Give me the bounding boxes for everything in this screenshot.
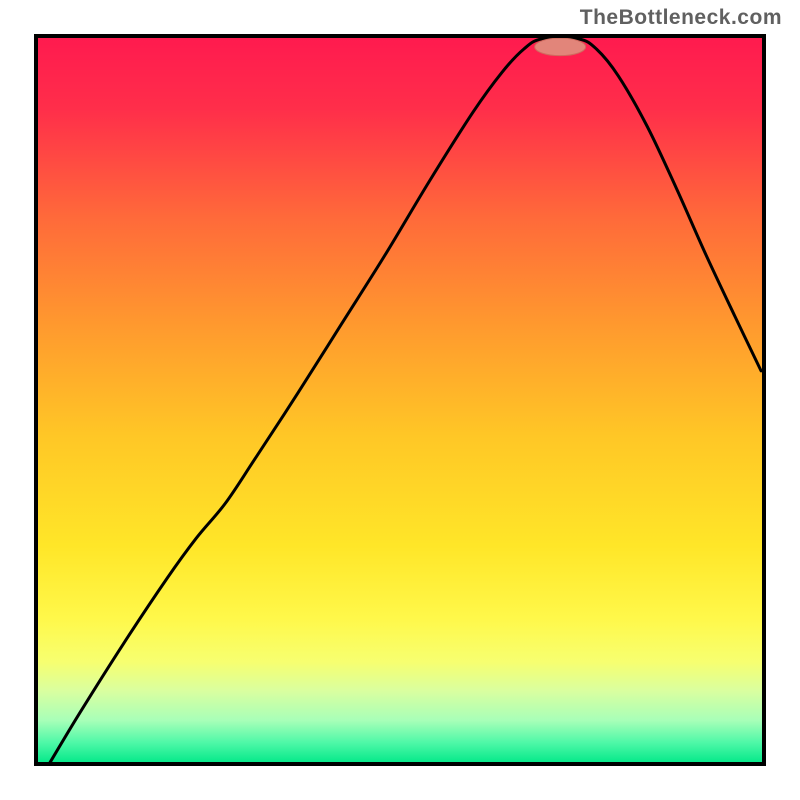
chart-container: TheBottleneck.com — [0, 0, 800, 800]
bottleneck-chart — [0, 0, 800, 800]
optimum-marker — [535, 38, 586, 55]
plot-background — [36, 36, 764, 764]
